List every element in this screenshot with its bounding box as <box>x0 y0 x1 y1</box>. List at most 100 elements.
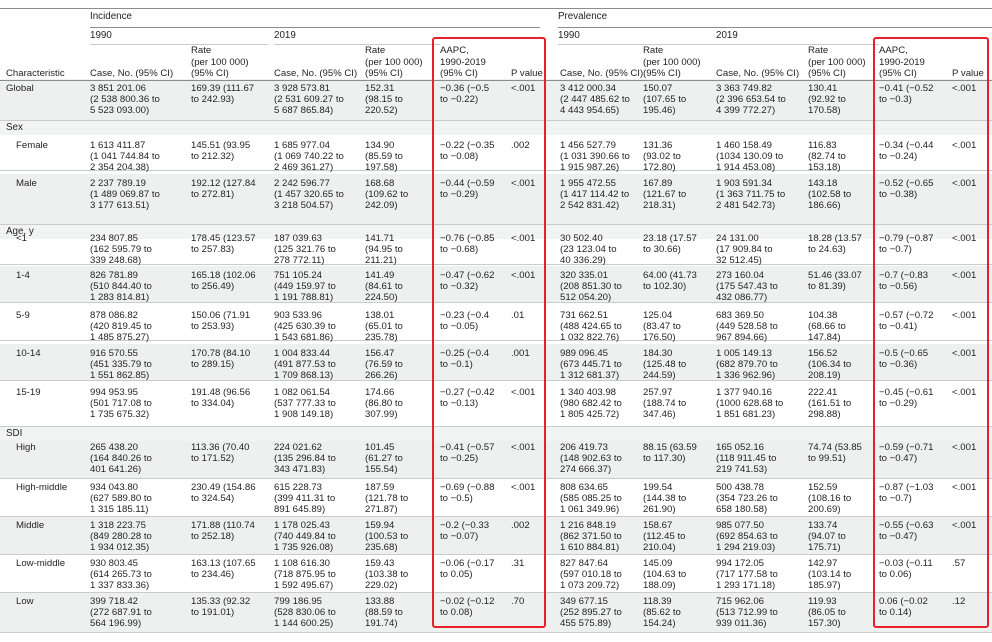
col-header-inc-p: P value <box>511 67 543 79</box>
table-cell-inc-2019-case: 1 685 977.04 (1 069 740.22 to 2 469 361.… <box>274 140 344 174</box>
table-cell-inc-aapc: −0.44 (−0.59 to −0.29) <box>440 178 495 201</box>
rule <box>274 44 440 45</box>
table-cell-inc-2019-case: 2 242 596.77 (1 457 320.65 to 3 218 504.… <box>274 178 344 212</box>
col-characteristic: Characteristic <box>6 68 65 79</box>
table-cell-inc-2019-case: 1 108 616.30 (718 875.95 to 1 592 495.67… <box>274 558 336 592</box>
table-cell-prev-aapc: −0.87 (−1.03 to −0.7) <box>879 482 934 505</box>
col-header-inc-2019-rate: Rate (per 100 000) (95% CI) <box>365 45 423 79</box>
row-band <box>0 516 992 554</box>
table-cell-inc-p: <.001 <box>511 270 536 281</box>
table-cell-inc-2019-rate: 134.90 (85.59 to 197.58) <box>365 140 403 174</box>
rule <box>0 80 992 81</box>
col-header-inc-aapc: AAPC, 1990-2019 (95% CI) <box>440 45 486 79</box>
table-cell-prev-2019-rate: 156.52 (106.34 to 208.19) <box>808 348 852 382</box>
row-label: Male <box>16 178 37 189</box>
table-cell-inc-p: .002 <box>511 520 530 531</box>
table-cell-inc-2019-case: 1 082 061.54 (537 777.33 to 1 908 149.18… <box>274 387 336 421</box>
table-cell-inc-p: <.001 <box>511 178 536 189</box>
table-cell-inc-aapc: −0.36 (−0.5 to −0.22) <box>440 83 490 106</box>
table-cell-prev-2019-case: 715 962.06 (513 712.99 to 939 011.36) <box>716 596 778 630</box>
year-2019-incidence: 2019 <box>274 30 296 41</box>
table-cell-inc-1990-rate: 230.49 (154.86 to 324.54) <box>191 482 256 505</box>
table-cell-prev-2019-case: 3 363 749.82 (2 396 653.54 to 4 399 772.… <box>716 83 786 117</box>
table-cell-inc-1990-rate: 150.06 (71.91 to 253.93) <box>191 310 251 333</box>
table-cell-inc-p: .70 <box>511 596 525 607</box>
table-cell-prev-p: .12 <box>952 596 966 607</box>
col-header-prev-1990-case: Case, No. (95% CI) <box>560 67 644 79</box>
table-cell-inc-2019-rate: 101.45 (61.27 to 155.54) <box>365 442 403 476</box>
table-cell-inc-aapc: −0.41 (−0.57 to −0.25) <box>440 442 495 465</box>
table-cell-prev-1990-rate: 150.07 (107.65 to 195.46) <box>643 83 687 117</box>
row-rule <box>0 302 992 303</box>
table-cell-prev-1990-rate: 125.04 (83.47 to 176.50) <box>643 310 681 344</box>
table-cell-prev-1990-case: 320 335.01 (208 851.30 to 512 054.20) <box>560 270 622 304</box>
table-cell-inc-1990-rate: 191.48 (96.56 to 334.04) <box>191 387 251 410</box>
table-cell-prev-1990-case: 989 096.45 (673 445.71 to 1 312 681.37) <box>560 348 622 382</box>
table-cell-prev-2019-rate: 152.59 (108.16 to 200.69) <box>808 482 852 516</box>
row-rule <box>0 120 992 121</box>
table-cell-prev-p: <.001 <box>952 387 977 398</box>
table-cell-inc-1990-rate: 145.51 (93.95 to 212.32) <box>191 140 251 163</box>
table-cell-prev-aapc: 0.06 (−0.02 to 0.14) <box>879 596 928 619</box>
table-cell-inc-1990-case: 1 318 223.75 (849 280.28 to 1 934 012.35… <box>90 520 152 554</box>
table-cell-inc-2019-case: 3 928 573.81 (2 531 609.27 to 5 687 865.… <box>274 83 344 117</box>
table-cell-prev-2019-case: 683 369.50 (449 528.58 to 967 894.66) <box>716 310 778 344</box>
table-cell-prev-1990-rate: 199.54 (144.38 to 261.90) <box>643 482 687 516</box>
table-cell-prev-1990-case: 808 634.65 (585 085.25 to 1 061 349.96) <box>560 482 622 516</box>
section-label: Sex <box>6 122 23 133</box>
row-rule <box>0 478 992 479</box>
table-cell-inc-1990-rate: 165.18 (102.06 to 256.49) <box>191 270 256 293</box>
table-cell-prev-1990-rate: 118.39 (85.62 to 154.24) <box>643 596 681 630</box>
table-cell-prev-aapc: −0.7 (−0.83 to −0.56) <box>879 270 929 293</box>
table-cell-prev-p: <.001 <box>952 83 977 94</box>
row-rule <box>0 264 992 265</box>
table-cell-inc-p: .01 <box>511 310 525 321</box>
table-cell-prev-aapc: −0.55 (−0.63 to −0.47) <box>879 520 934 543</box>
table-cell-prev-1990-rate: 64.00 (41.73 to 102.30) <box>643 270 697 293</box>
col-header-inc-1990-case: Case, No. (95% CI) <box>90 67 174 79</box>
table-cell-prev-1990-rate: 145.09 (104.63 to 188.09) <box>643 558 687 592</box>
table-cell-inc-2019-case: 1 004 833.44 (491 877.53 to 1 709 868.13… <box>274 348 336 382</box>
table-cell-inc-2019-case: 187 039.63 (125 321.76 to 278 772.11) <box>274 233 336 267</box>
table-cell-prev-2019-rate: 104.38 (68.66 to 147.84) <box>808 310 846 344</box>
table-cell-inc-2019-rate: 152.31 (98.15 to 220.52) <box>365 83 403 117</box>
table-cell-prev-aapc: −0.34 (−0.44 to −0.24) <box>879 140 934 163</box>
year-1990-incidence: 1990 <box>90 30 112 41</box>
table-cell-inc-p: <.001 <box>511 233 536 244</box>
table-cell-prev-aapc: −0.03 (−0.11 to 0.06) <box>879 558 933 581</box>
section-label: SDI <box>6 428 23 439</box>
table-cell-inc-1990-case: 934 043.80 (627 589.80 to 1 315 185.11) <box>90 482 152 516</box>
year-1990-prevalence: 1990 <box>558 30 580 41</box>
table-cell-inc-1990-rate: 163.13 (107.65 to 234.46) <box>191 558 256 581</box>
table-cell-inc-aapc: −0.02 (−0.12 to 0.08) <box>440 596 495 619</box>
table-cell-prev-1990-case: 1 216 848.19 (862 371.50 to 1 610 884.81… <box>560 520 622 554</box>
table-cell-inc-p: <.001 <box>511 442 536 453</box>
rule <box>558 27 992 28</box>
table-cell-inc-2019-case: 799 186.95 (528 830.06 to 1 144 600.25) <box>274 596 336 630</box>
table-cell-prev-2019-rate: 133.74 (94.07 to 175.71) <box>808 520 846 554</box>
row-label: 1-4 <box>16 270 30 281</box>
table-cell-inc-1990-case: 916 570.55 (451 335.79 to 1 551 862.85) <box>90 348 152 382</box>
table-cell-prev-2019-case: 985 077.50 (692 854.63 to 1 294 219.03) <box>716 520 778 554</box>
table-cell-prev-p: <.001 <box>952 233 977 244</box>
table-cell-prev-2019-case: 24 131.00 (17 909.84 to 32 512.45) <box>716 233 773 267</box>
row-label: 15-19 <box>16 387 41 398</box>
row-band <box>0 438 992 478</box>
table-cell-inc-p: .002 <box>511 140 530 151</box>
table-cell-prev-aapc: −0.41 (−0.52 to −0.3) <box>879 83 934 106</box>
row-rule <box>0 554 992 555</box>
col-header-prev-1990-rate: Rate (per 100 000) (95% CI) <box>643 45 701 79</box>
table-cell-inc-1990-rate: 170.78 (84.10 to 289.15) <box>191 348 251 371</box>
table-cell-prev-1990-case: 1 456 527.79 (1 031 390.66 to 1 915 987.… <box>560 140 630 174</box>
col-header-prev-2019-case: Case, No. (95% CI) <box>716 67 800 79</box>
rule <box>90 44 268 45</box>
table-cell-prev-p: <.001 <box>952 270 977 281</box>
table-cell-inc-1990-case: 826 781.89 (510 844.40 to 1 283 814.81) <box>90 270 152 304</box>
col-header-prev-p: P value <box>952 67 984 79</box>
table-cell-inc-p: <.001 <box>511 387 536 398</box>
col-header-prev-2019-rate: Rate (per 100 000) (95% CI) <box>808 45 866 79</box>
table-cell-prev-1990-case: 3 412 000.34 (2 447 485.62 to 4 443 954.… <box>560 83 630 117</box>
table-cell-prev-1990-case: 349 677.15 (252 895.27 to 455 575.89) <box>560 596 622 630</box>
table-cell-prev-2019-case: 1 005 149.13 (682 879.70 to 1 336 962.96… <box>716 348 778 382</box>
